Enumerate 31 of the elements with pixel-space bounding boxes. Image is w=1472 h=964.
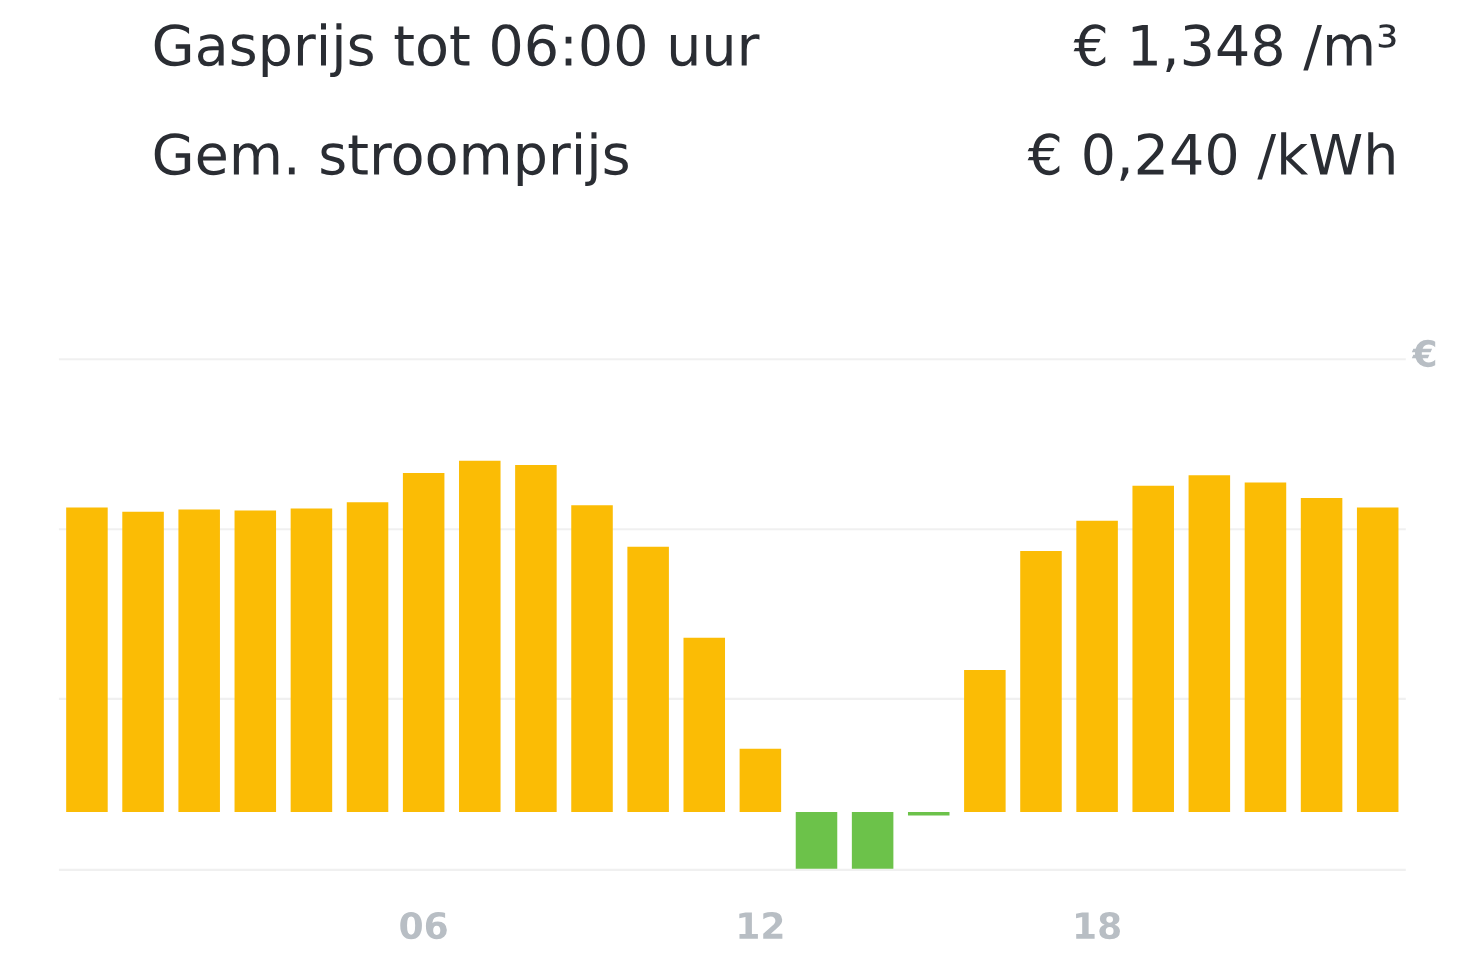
bar [346, 502, 389, 812]
bar [1300, 497, 1343, 812]
x-tick-label: 18 [1076, 911, 1120, 940]
text: Gem. stroomprijs [154, 132, 628, 186]
x-tick-label: 12 [739, 911, 783, 939]
bar [795, 811, 838, 869]
bar [178, 509, 220, 812]
bar [459, 460, 501, 812]
bar [515, 464, 557, 812]
bar [571, 505, 613, 812]
x-tick-label: 06 [400, 911, 447, 940]
text: € 0,240 /kWh [1027, 132, 1394, 181]
y-axis-title: € [1411, 339, 1436, 368]
bar [1356, 507, 1399, 812]
bar [66, 507, 108, 812]
bar [1244, 482, 1287, 812]
bar [1020, 550, 1062, 812]
bar [739, 748, 782, 812]
text: Gasprijs tot 06:00 uur [154, 23, 760, 78]
bar [1188, 475, 1231, 812]
bar [1076, 520, 1118, 812]
bar [290, 508, 333, 812]
bar [627, 546, 669, 812]
bar [1132, 485, 1174, 812]
bar [964, 670, 1006, 812]
bar [402, 473, 445, 812]
bar [234, 510, 277, 812]
bar [851, 811, 894, 869]
bar [122, 511, 164, 812]
text: € 1,348 /m³ [1073, 24, 1396, 72]
bar [683, 637, 726, 812]
